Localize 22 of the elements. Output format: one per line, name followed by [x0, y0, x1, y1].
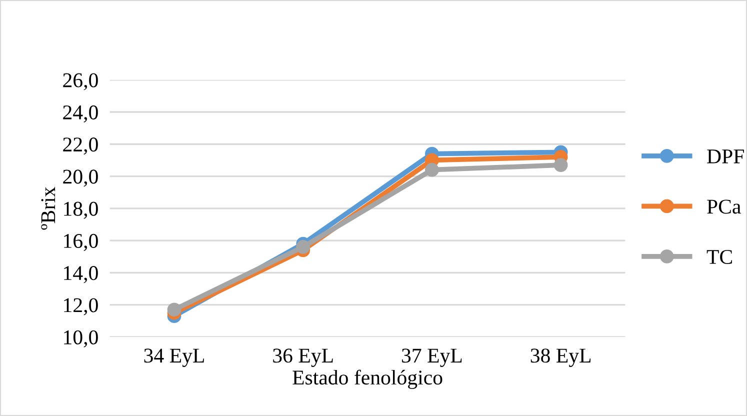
y-axis-title: ºBrix — [41, 186, 56, 230]
legend-label: PCa — [707, 200, 741, 214]
y-tick-label: 16,0 — [64, 234, 98, 251]
y-tick-label: 18,0 — [64, 202, 98, 219]
y-tick-label: 22,0 — [63, 138, 98, 155]
y-tick-label: 12,0 — [64, 298, 98, 316]
x-tick-label: 38 EyL — [530, 348, 591, 367]
legend-label: DPF — [707, 150, 744, 164]
point — [296, 240, 310, 254]
y-tick-label: 10,0 — [64, 330, 98, 348]
y-tick-label: 26,0 — [63, 73, 98, 90]
y-tick-label: 24,0 — [63, 105, 98, 122]
legend-label: TC — [706, 250, 732, 264]
point — [167, 302, 182, 317]
x-tick-label: 37 EyL — [402, 348, 462, 367]
point — [425, 162, 439, 177]
x-tick-label: 36 EyL — [273, 348, 333, 367]
y-tick-label: 20,0 — [63, 170, 98, 187]
y-tick-label: 14,0 — [64, 266, 98, 284]
x-tick-label: 34 EyL — [144, 348, 204, 367]
x-axis-title: Estado fenológico — [292, 370, 442, 389]
point — [554, 158, 568, 172]
